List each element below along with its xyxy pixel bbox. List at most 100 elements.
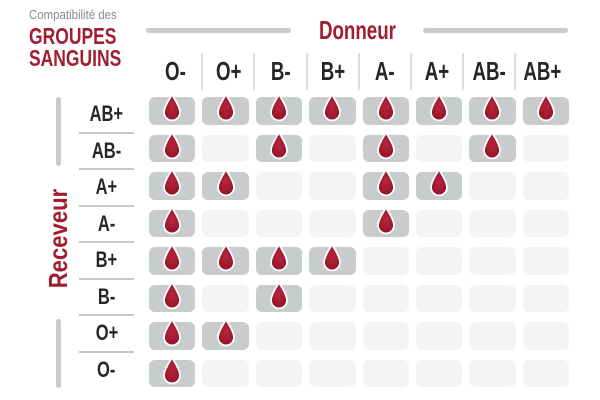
donor-axis-line-left [146,27,291,33]
receiver-label-abpos: AB+ [79,97,134,134]
donor-header-bneg: B- [253,53,305,90]
donor-header-bpos: B+ [305,53,358,90]
compatible-cell-aneg-oneg [149,205,196,237]
incompatible-cell-opos-abneg [469,322,516,350]
compatible-cell-abneg-bneg [255,130,303,162]
receiver-axis-label: Receveur [43,180,74,304]
receiver-label-aneg: A- [79,207,134,243]
donor-header-opos: O+ [201,53,253,90]
incompatible-cell-oneg-bpos [309,359,356,387]
donor-header-label: O- [164,56,186,86]
donor-header-abpos: AB+ [514,53,569,90]
blood-drop-icon [163,243,182,272]
incompatible-cell-bneg-apos [415,284,463,312]
compatible-cell-bneg-bneg [255,280,303,312]
donor-header-oneg: O- [149,53,201,90]
blood-drop-icon [163,280,182,309]
blood-drop-icon [376,93,395,122]
incompatible-cell-opos-aneg [362,322,409,350]
blood-drop-icon [270,130,288,159]
incompatible-cell-opos-bneg [255,322,303,350]
compatible-cell-abneg-abneg [469,130,516,162]
incompatible-cell-abneg-apos [415,134,463,162]
blood-drop-icon [216,243,235,272]
compatible-cell-abneg-aneg [362,130,409,162]
compatible-cell-abneg-oneg [149,130,196,162]
donor-header-label: B+ [320,56,345,86]
incompatible-cell-aneg-abneg [469,209,516,237]
receiver-label-text: A- [97,210,116,236]
compatible-cell-abpos-apos [415,93,463,125]
compatible-cell-aneg-aneg [362,205,409,237]
incompatible-cell-aneg-apos [415,209,463,237]
receiver-label-apos: A+ [79,170,134,207]
receiver-axis: Receveur [43,97,73,389]
incompatible-cell-oneg-apos [415,359,463,387]
compatible-cell-apos-oneg [149,168,196,200]
incompatible-cell-apos-abpos [522,172,569,200]
blood-drop-icon [270,243,288,272]
blood-drop-icon [163,168,182,197]
compatibility-grid [149,93,569,387]
blood-drop-icon [163,318,182,347]
incompatible-cell-opos-abpos [522,322,569,350]
donor-axis-label-text: Donneur [318,15,396,45]
receiver-axis-label-text: Receveur [42,189,73,289]
donor-axis: Donneur [146,16,569,44]
incompatible-cell-aneg-abpos [522,209,569,237]
blood-drop-icon [376,205,395,234]
blood-drop-icon [430,93,448,122]
compatible-cell-apos-opos [202,168,249,200]
incompatible-cell-bpos-aneg [362,247,409,275]
incompatible-cell-bneg-opos [202,284,249,312]
incompatible-cell-opos-bpos [309,322,356,350]
donor-header-abneg: AB- [462,53,514,90]
receiver-label-bneg: B- [79,280,134,316]
blood-drop-icon [323,93,342,122]
receiver-label-text: O- [97,356,116,382]
incompatible-cell-abneg-abpos [522,134,569,162]
incompatible-cell-bneg-aneg [362,284,409,312]
blood-drop-icon [430,168,448,197]
compatible-cell-abpos-oneg [149,93,196,125]
blood-drop-icon [163,205,182,234]
incompatible-cell-opos-apos [415,322,463,350]
title-eyebrow-text: Compatibilité des [29,7,117,22]
incompatible-cell-bpos-abneg [469,247,516,275]
compatible-cell-abpos-opos [202,93,249,125]
receiver-label-text: B- [97,283,116,309]
chart-title: Compatibilité des GROUPES SANGUINS [29,7,150,71]
receiver-label-text: O+ [95,320,118,346]
compatible-cell-bpos-opos [202,243,249,275]
blood-drop-icon [163,130,182,159]
donor-header-label: AB- [472,56,506,86]
title-main-line2-text: SANGUINS [29,45,122,71]
donor-axis-label: Donneur [304,16,411,44]
incompatible-cell-bpos-abpos [522,247,569,275]
receiver-label-text: B+ [95,247,118,273]
compatible-cell-opos-opos [202,318,249,350]
title-main-line1: GROUPES [29,25,150,48]
blood-drop-icon [323,243,342,272]
donor-header-aneg: A- [357,53,410,90]
compatible-cell-abpos-abneg [469,93,516,125]
donor-header-label: B- [270,56,291,86]
receiver-label-abneg: AB- [79,134,134,170]
incompatible-cell-bneg-abneg [469,284,516,312]
incompatible-cell-apos-bpos [309,172,356,200]
compatible-cell-abpos-bneg [255,93,303,125]
incompatible-cell-oneg-opos [202,359,249,387]
incompatible-cell-apos-abneg [469,172,516,200]
blood-drop-icon [536,93,555,122]
blood-drop-icon [376,130,395,159]
incompatible-cell-aneg-bpos [309,209,356,237]
receiver-axis-line-bottom [55,318,61,389]
blood-drop-icon [216,168,235,197]
donor-axis-line-right [423,27,569,33]
incompatible-cell-bpos-apos [415,247,463,275]
incompatible-cell-abneg-bpos [309,134,356,162]
blood-drop-icon [163,93,182,122]
donor-header-label: O+ [215,56,242,86]
compatible-cell-oneg-oneg [149,355,196,387]
compatible-cell-bpos-bpos [309,243,356,275]
